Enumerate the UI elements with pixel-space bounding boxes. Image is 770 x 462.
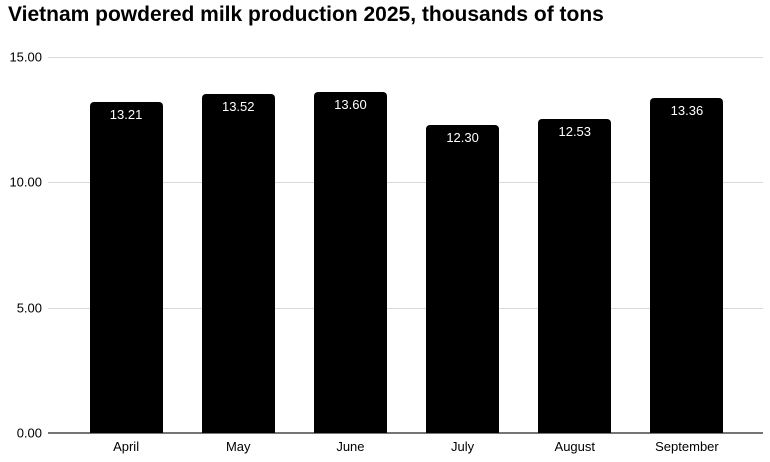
x-tick-label: June — [336, 439, 365, 454]
x-tick-label: August — [554, 439, 596, 454]
x-tick-label: April — [113, 439, 140, 454]
gridline — [48, 307, 763, 309]
bar-slot: 13.36 — [631, 57, 743, 433]
bar-value-label: 12.30 — [446, 129, 479, 145]
y-tick-label: 0.00 — [16, 425, 42, 441]
bar-slot: 13.60 — [294, 57, 406, 433]
x-tick-label: May — [225, 439, 251, 454]
bars: 13.21 13.52 13.60 12.30 12.53 13.36 — [70, 57, 743, 433]
x-axis-line — [48, 432, 763, 434]
gridline — [48, 182, 763, 184]
bar-september: 13.36 — [650, 98, 724, 433]
x-axis-labels: April May June July August September — [70, 433, 743, 457]
bar-slot: 13.21 — [70, 57, 182, 433]
bar-value-label: 13.21 — [109, 106, 143, 122]
x-tick-label: July — [451, 439, 475, 454]
bar-value-label: 13.36 — [670, 103, 704, 119]
y-tick-label: 15.00 — [9, 49, 42, 65]
bar-slot: 13.52 — [182, 57, 294, 433]
bar-value-label: 13.60 — [334, 97, 367, 113]
bar-slot: 12.53 — [519, 57, 631, 433]
chart-title: Vietnam powdered milk production 2025, t… — [8, 3, 604, 26]
bar-june: 13.60 — [313, 92, 387, 433]
bar-value-label: 13.52 — [221, 99, 255, 115]
y-axis: 0.00 5.00 10.00 15.00 — [0, 50, 42, 441]
plot-area: 13.21 13.52 13.60 12.30 12.53 13.36 April May J… — [48, 57, 763, 454]
bar-april: 13.21 — [89, 101, 163, 433]
bar-august: 12.53 — [538, 118, 612, 433]
gridline — [48, 57, 763, 58]
y-tick-label: 5.00 — [16, 300, 42, 316]
bar-july: 12.30 — [426, 124, 500, 433]
y-tick-label: 10.00 — [9, 174, 42, 190]
bar-slot: 12.30 — [407, 57, 519, 433]
bar-may: 13.52 — [201, 94, 275, 433]
x-tick-label: September — [655, 439, 719, 454]
bar-value-label: 12.53 — [558, 123, 592, 139]
